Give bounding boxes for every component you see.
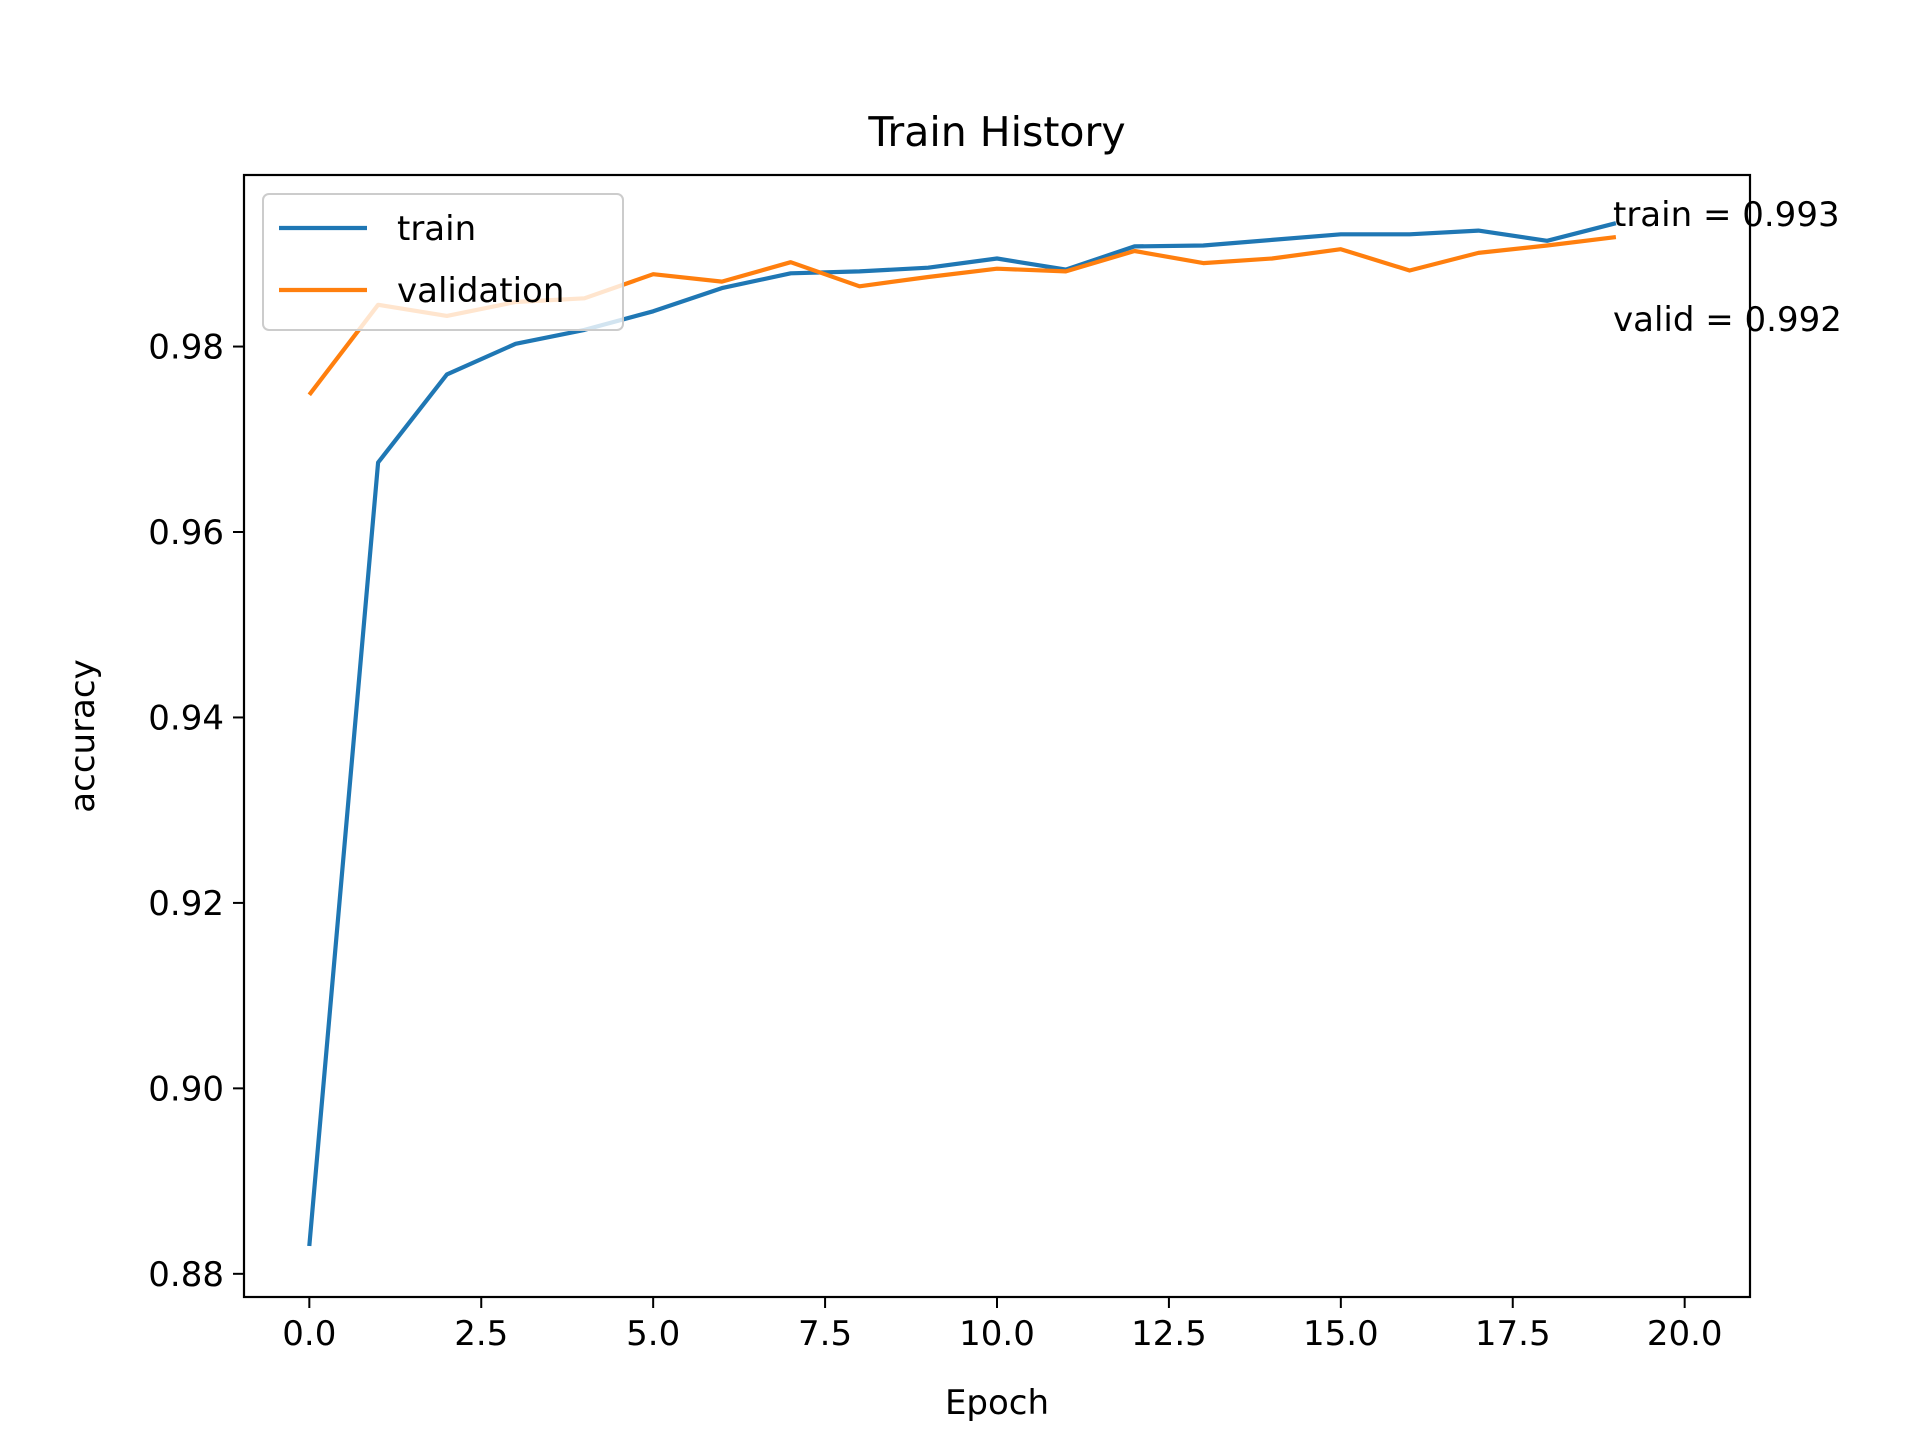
legend-label-train: train <box>397 209 476 249</box>
x-tick-label: 10.0 <box>959 1314 1035 1354</box>
y-tick-label: 0.92 <box>148 884 224 924</box>
y-tick-label: 0.90 <box>148 1069 224 1109</box>
x-tick-label: 17.5 <box>1475 1314 1551 1354</box>
x-tick-label: 2.5 <box>454 1314 508 1354</box>
y-tick-label: 0.88 <box>148 1255 224 1295</box>
x-tick-label: 20.0 <box>1647 1314 1723 1354</box>
chart-title: Train History <box>867 108 1125 156</box>
x-tick-label: 7.5 <box>798 1314 852 1354</box>
y-axis-label: accuracy <box>63 659 103 812</box>
x-tick-label: 15.0 <box>1303 1314 1379 1354</box>
x-tick-label: 12.5 <box>1131 1314 1207 1354</box>
x-tick-label: 5.0 <box>626 1314 680 1354</box>
train-final-annotation: train = 0.993 <box>1613 195 1840 235</box>
x-axis-label: Epoch <box>945 1383 1049 1423</box>
series-line-train <box>307 221 1617 1247</box>
plot-frame <box>242 173 1752 1299</box>
y-tick-label: 0.98 <box>148 328 224 368</box>
y-tick-label: 0.96 <box>148 513 224 553</box>
annotations: train = 0.993 valid = 0.992 <box>1613 195 1842 340</box>
axis-ticks: 0.0 2.5 5.0 7.5 10.0 12.5 15.0 17.5 20.0 0.88 0.90… <box>148 328 1722 1354</box>
y-tick-label: 0.94 <box>148 698 224 738</box>
legend: train validation <box>262 193 624 331</box>
legend-label-validation: validation <box>397 271 564 311</box>
validation-final-annotation: valid = 0.992 <box>1613 300 1842 340</box>
x-tick-label: 0.0 <box>282 1314 336 1354</box>
